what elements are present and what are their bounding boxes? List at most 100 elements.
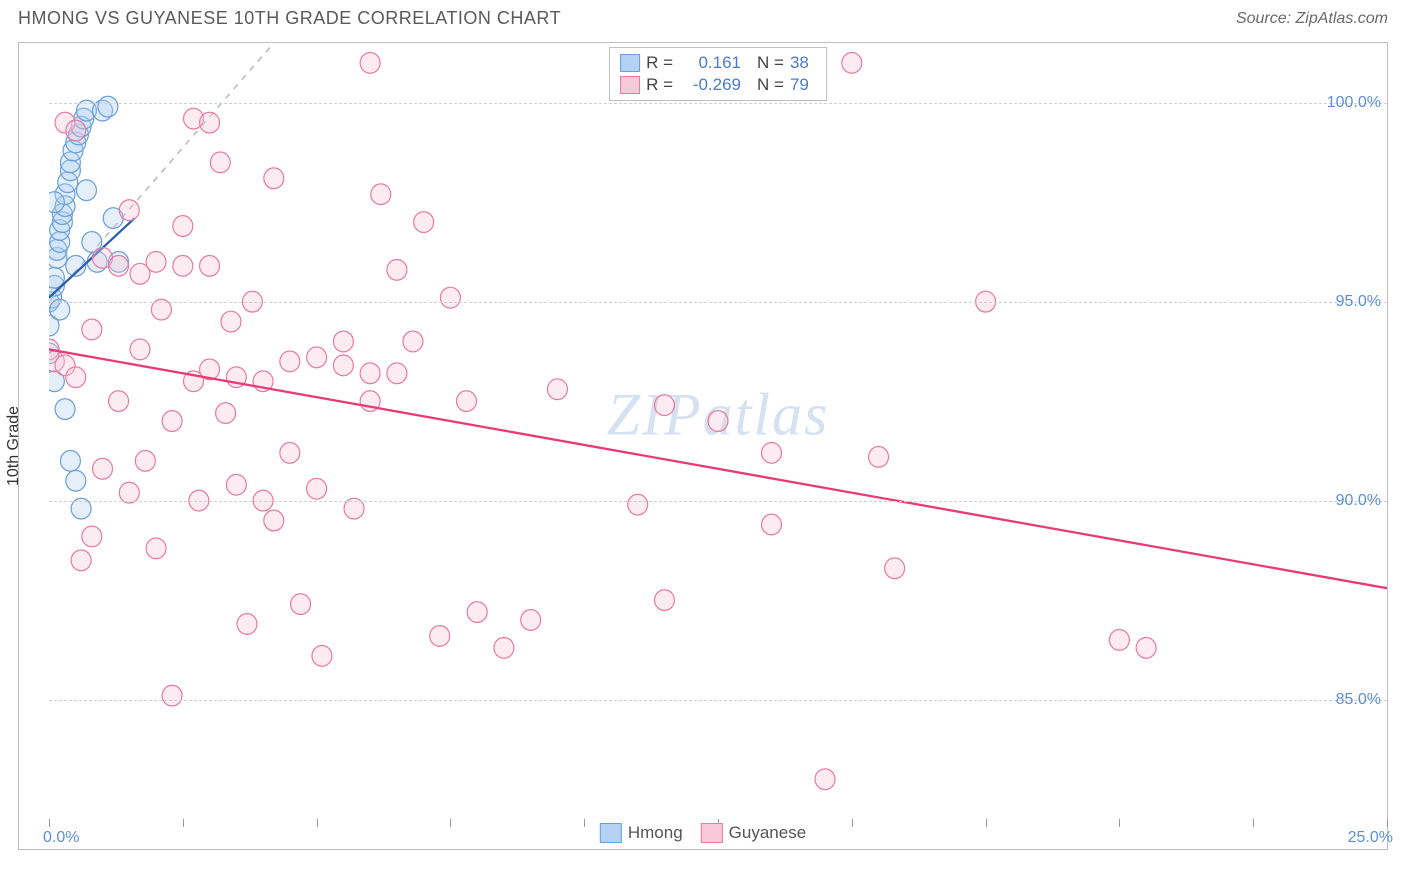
data-point: [98, 96, 118, 117]
x-tick: [317, 819, 318, 827]
x-tick: [183, 819, 184, 827]
legend-swatch: [620, 76, 640, 94]
gridline-h: [49, 501, 1387, 502]
n-label: N =: [757, 75, 784, 95]
data-point: [109, 255, 129, 276]
data-point: [280, 443, 300, 464]
legend-row: R =0.161 N = 38: [618, 52, 818, 74]
data-point: [221, 311, 241, 332]
legend-label: Hmong: [628, 823, 683, 843]
chart-frame: 10th Grade ZIPatlas R =0.161 N = 38R =-0…: [18, 42, 1388, 850]
series-legend: Hmong Guyanese: [600, 823, 806, 843]
data-point: [403, 331, 423, 352]
data-point: [264, 510, 284, 531]
data-point: [333, 355, 353, 376]
data-point: [387, 259, 407, 280]
data-point: [82, 526, 102, 547]
gridline-h: [49, 700, 1387, 701]
data-point: [173, 255, 193, 276]
r-value: -0.269: [679, 75, 741, 95]
data-point: [162, 411, 182, 432]
legend-row: R = -0.269 N = 79: [618, 74, 818, 96]
data-point: [762, 514, 782, 535]
data-point: [135, 450, 155, 471]
y-tick-label: 95.0%: [1336, 293, 1381, 311]
data-point: [66, 367, 86, 388]
data-point: [815, 769, 835, 790]
data-point: [440, 287, 460, 308]
data-point: [216, 403, 236, 424]
data-point: [312, 645, 332, 666]
data-point: [264, 168, 284, 189]
source-label: Source: ZipAtlas.com: [1236, 10, 1388, 28]
x-tick: [450, 819, 451, 827]
data-point: [200, 255, 220, 276]
data-point: [762, 443, 782, 464]
correlation-legend: R =0.161 N = 38R = -0.269 N = 79: [609, 47, 827, 101]
data-point: [360, 53, 380, 74]
data-point: [200, 112, 220, 133]
data-point: [130, 339, 150, 360]
data-point: [76, 180, 96, 201]
data-point: [494, 638, 514, 659]
data-point: [842, 53, 862, 74]
data-point: [173, 216, 193, 237]
data-point: [414, 212, 434, 233]
x-tick: [852, 819, 853, 827]
data-point: [280, 351, 300, 372]
data-point: [521, 610, 541, 631]
x-tick: [584, 819, 585, 827]
data-point: [628, 494, 648, 515]
y-tick-label: 100.0%: [1327, 94, 1381, 112]
legend-swatch: [620, 54, 640, 72]
data-point: [333, 331, 353, 352]
legend-swatch: [701, 823, 723, 843]
data-point: [387, 363, 407, 384]
data-point: [708, 411, 728, 432]
data-point: [210, 152, 230, 173]
legend-swatch: [600, 823, 622, 843]
data-point: [654, 590, 674, 611]
data-point: [66, 470, 86, 491]
scatter-svg: [49, 43, 1387, 819]
data-point: [1136, 638, 1156, 659]
data-point: [467, 602, 487, 623]
y-axis-label: 10th Grade: [5, 406, 23, 486]
chart-title: HMONG VS GUYANESE 10TH GRADE CORRELATION…: [18, 8, 561, 29]
gridline-h: [49, 103, 1387, 104]
data-point: [146, 251, 166, 272]
n-label: N =: [757, 53, 784, 73]
x-tick: [1119, 819, 1120, 827]
data-point: [71, 550, 91, 571]
y-tick-label: 85.0%: [1336, 691, 1381, 709]
x-tick: [1387, 819, 1388, 827]
data-point: [60, 450, 80, 471]
plot-area: ZIPatlas R =0.161 N = 38R =-0.269 N = 79…: [49, 43, 1387, 819]
x-tick: [49, 819, 50, 827]
data-point: [109, 391, 129, 412]
data-point: [55, 399, 75, 420]
y-tick-label: 90.0%: [1336, 492, 1381, 510]
r-label: R =: [646, 75, 673, 95]
data-point: [146, 538, 166, 559]
data-point: [49, 192, 64, 213]
data-point: [371, 184, 391, 205]
data-point: [360, 363, 380, 384]
n-value: 38: [790, 53, 816, 73]
n-value: 79: [790, 75, 816, 95]
data-point: [307, 478, 327, 499]
r-label: R =: [646, 53, 673, 73]
data-point: [307, 347, 327, 368]
legend-item: Hmong: [600, 823, 683, 843]
data-point: [1109, 630, 1129, 651]
data-point: [456, 391, 476, 412]
legend-label: Guyanese: [729, 823, 807, 843]
data-point: [654, 395, 674, 416]
legend-item: Guyanese: [701, 823, 807, 843]
data-point: [885, 558, 905, 579]
data-point: [291, 594, 311, 615]
data-point: [119, 200, 139, 221]
data-point: [66, 120, 86, 141]
header: HMONG VS GUYANESE 10TH GRADE CORRELATION…: [0, 0, 1406, 33]
data-point: [547, 379, 567, 400]
